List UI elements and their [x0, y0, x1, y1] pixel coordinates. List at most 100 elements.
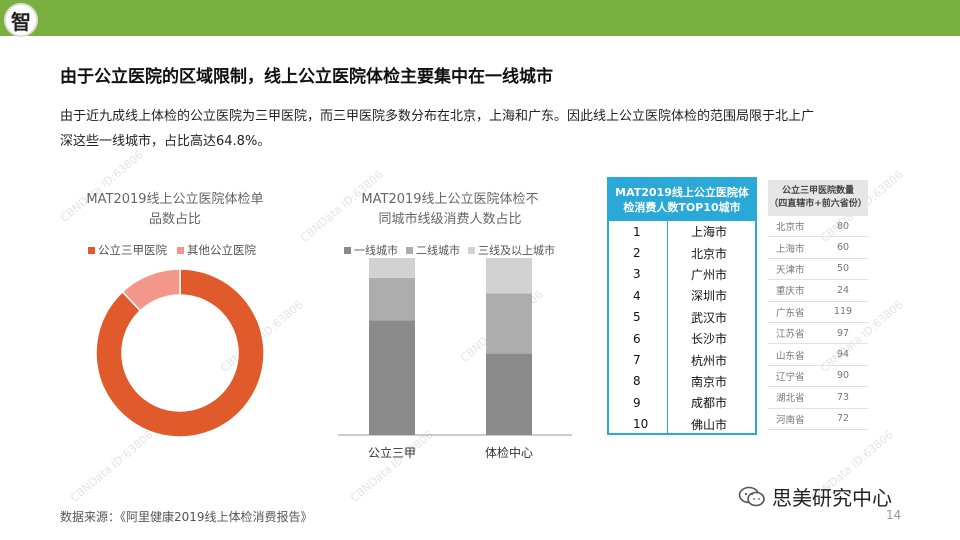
chart1-title: MAT2019线上公立医院体检单 品数占比	[60, 190, 290, 230]
hospital-table-body: 北京市 80 上海市 60 天津市 50 重庆市 24 广东省 119 江苏省 97 山东省 94 辽宁省 9…	[768, 216, 868, 430]
top10-table-body: 1 上海市 2 北京市 3 广州市 4 深圳市 5 武汉市 6 长沙市 7 杭州市 8 南京市 9 成都市 10 佛山…	[609, 221, 755, 435]
hospital-header-line: 公立三甲医院数量	[781, 186, 854, 196]
legend-swatch	[406, 247, 413, 254]
rank-cell: 4	[633, 288, 641, 303]
legend-label: 二线城市	[416, 244, 460, 257]
table-row: 10 佛山市	[609, 414, 755, 435]
top-bar	[0, 0, 960, 36]
bar-segment	[369, 320, 415, 435]
table-row: 5 武汉市	[609, 307, 755, 328]
top10-header-line: MAT2019线上公立医院体	[615, 186, 749, 199]
legend-label: 三线及以上城市	[478, 244, 555, 257]
logo-icon: 智	[4, 3, 38, 37]
legend-item: 二线城市	[406, 242, 460, 258]
count-cell: 94	[836, 349, 850, 361]
city-cell: 成都市	[690, 396, 727, 411]
table-row: 4 深圳市	[609, 285, 755, 306]
rank-cell: 5	[633, 310, 641, 325]
count-cell: 24	[836, 284, 850, 296]
chart2-title: MAT2019线上公立医院体检不 同城市线级消费人数占比	[335, 190, 565, 230]
bar-segment	[369, 277, 415, 321]
bar-segment	[369, 258, 415, 278]
hospital-count-table: 公立三甲医院数量 （四直辖市+前六省份） 北京市 80 上海市 60 天津市 50 重庆市 2…	[768, 180, 868, 438]
donut-slice	[121, 268, 181, 312]
donut-slice	[95, 268, 265, 438]
rank-cell: 2	[633, 246, 641, 261]
chart2-title-line: 同城市线级消费人数占比	[378, 212, 522, 227]
region-cell: 北京市	[776, 222, 805, 234]
count-cell: 97	[836, 327, 850, 339]
top10-city-table: MAT2019线上公立医院体 检消费人数TOP10城市 1 上海市 2 北京市 3 广州市…	[607, 177, 757, 435]
table-divider	[667, 221, 668, 435]
bar-segment	[486, 258, 532, 294]
chart2-legend: 一线城市 二线城市 三线及以上城市	[344, 242, 555, 258]
table-row: 2 北京市	[609, 242, 755, 263]
table-row: 辽宁省 90	[768, 366, 868, 388]
table-row: 8 南京市	[609, 371, 755, 392]
bar-segment	[486, 353, 532, 435]
legend-item: 其他公立医院	[177, 242, 256, 258]
legend-item: 三线及以上城市	[468, 242, 555, 258]
count-cell: 60	[836, 242, 850, 254]
city-cell: 深圳市	[690, 289, 727, 304]
city-cell: 武汉市	[690, 310, 727, 325]
region-cell: 江苏省	[776, 329, 805, 341]
city-cell: 南京市	[690, 374, 727, 389]
chart2-title-line: MAT2019线上公立医院体检不	[361, 192, 539, 207]
donut-chart	[95, 268, 265, 438]
count-cell: 50	[836, 263, 850, 275]
bar-segment	[486, 293, 532, 354]
hospital-header-line: （四直辖市+前六省份）	[769, 199, 867, 209]
region-cell: 广东省	[776, 307, 805, 319]
rank-cell: 8	[633, 374, 641, 389]
city-cell: 佛山市	[690, 417, 727, 432]
chart1-title-line: MAT2019线上公立医院体检单	[86, 192, 264, 207]
table-row: 天津市 50	[768, 259, 868, 281]
data-source: 数据来源：《阿里健康2019线上体检消费报告》	[60, 510, 313, 524]
city-cell: 上海市	[690, 225, 727, 240]
chart1-legend: 公立三甲医院 其他公立医院	[88, 242, 256, 258]
region-cell: 辽宁省	[776, 371, 805, 383]
legend-swatch	[344, 247, 351, 254]
table-row: 1 上海市	[609, 221, 755, 242]
table-row: 重庆市 24	[768, 280, 868, 302]
table-row: 江苏省 97	[768, 323, 868, 345]
top10-header-line: 检消费人数TOP10城市	[623, 201, 741, 214]
table-row: 7 杭州市	[609, 349, 755, 370]
rank-cell: 10	[633, 417, 649, 432]
count-cell: 73	[836, 391, 850, 403]
legend-swatch	[88, 247, 95, 254]
city-cell: 广州市	[690, 267, 727, 282]
table-row: 北京市 80	[768, 216, 868, 238]
region-cell: 山东省	[776, 350, 805, 362]
table-row: 河南省 72	[768, 409, 868, 430]
legend-item: 一线城市	[344, 242, 398, 258]
table-row: 山东省 94	[768, 344, 868, 366]
table-row: 9 成都市	[609, 392, 755, 413]
legend-label: 公立三甲医院	[98, 243, 167, 257]
region-cell: 天津市	[776, 264, 805, 276]
region-cell: 上海市	[776, 243, 805, 255]
brand-name: 思美研究中心	[772, 486, 892, 510]
city-cell: 北京市	[690, 246, 727, 261]
region-cell: 湖北省	[776, 393, 805, 405]
table-row: 上海市 60	[768, 237, 868, 259]
x-tick-label: 体检中心	[485, 445, 533, 460]
rank-cell: 1	[633, 224, 641, 239]
wechat-icon	[738, 486, 765, 506]
region-cell: 重庆市	[776, 286, 805, 298]
page-number: 14	[886, 508, 902, 522]
rank-cell: 6	[633, 331, 641, 346]
page-title: 由于公立医院的区域限制，线上公立医院体检主要集中在一线城市	[60, 67, 553, 87]
rank-cell: 9	[633, 395, 641, 410]
count-cell: 72	[836, 413, 850, 425]
hospital-table-header: 公立三甲医院数量 （四直辖市+前六省份）	[768, 180, 868, 216]
legend-item: 公立三甲医院	[88, 242, 167, 258]
watermark: CBNData ID:63806	[67, 428, 156, 505]
count-cell: 90	[836, 370, 850, 382]
top10-table-header: MAT2019线上公立医院体 检消费人数TOP10城市	[609, 179, 755, 221]
city-cell: 杭州市	[690, 353, 727, 368]
brand: 思美研究中心	[738, 482, 892, 511]
table-row: 湖北省 73	[768, 387, 868, 409]
chart1-title-line: 品数占比	[148, 212, 201, 227]
